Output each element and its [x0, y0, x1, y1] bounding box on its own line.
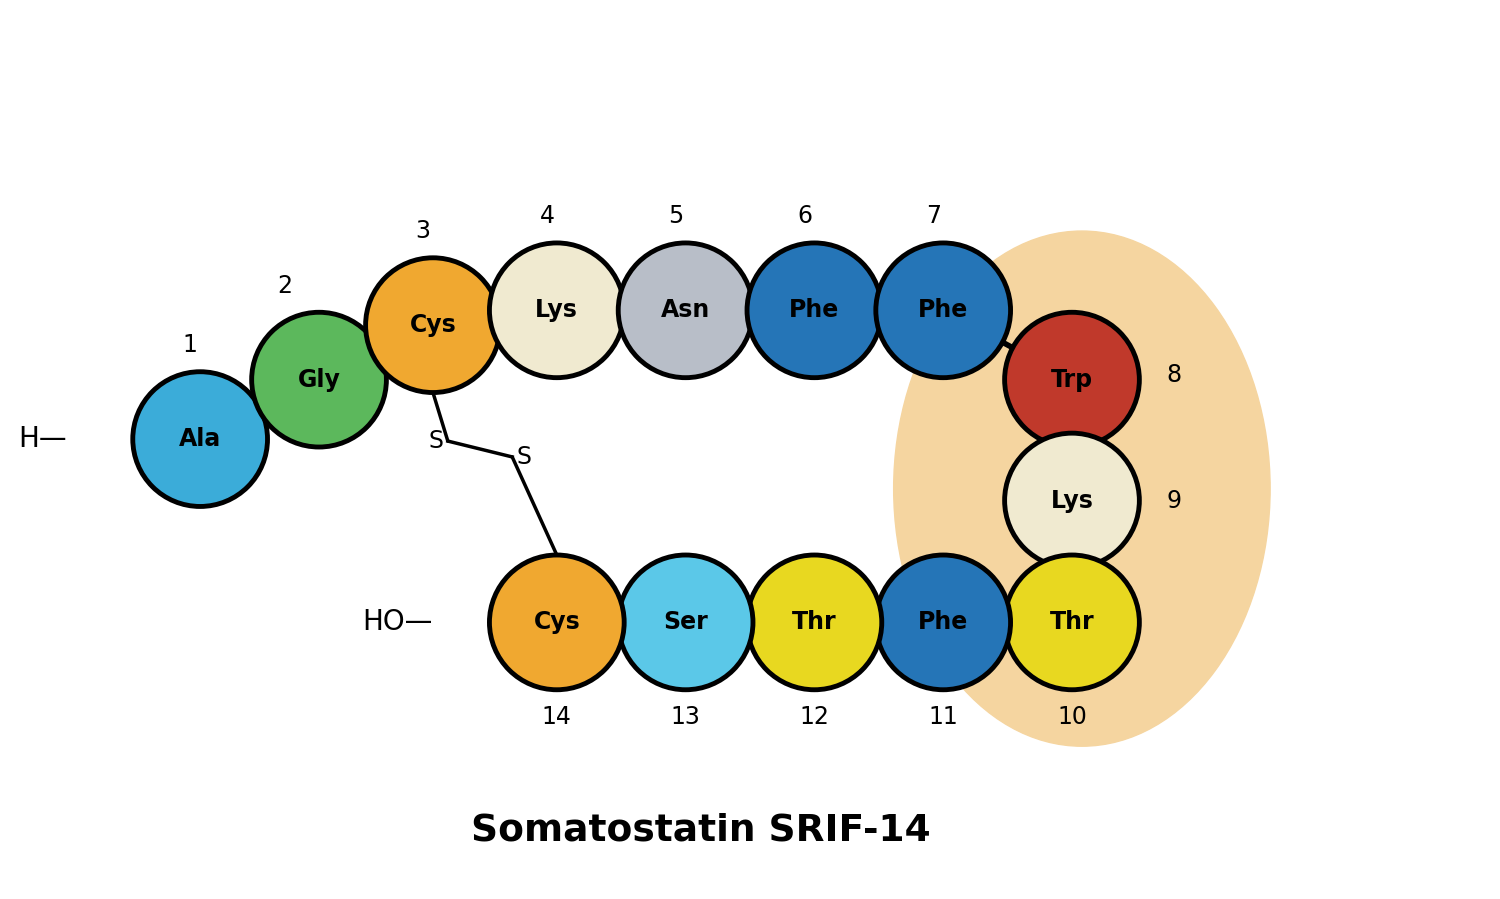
Text: 8: 8 [1166, 362, 1180, 387]
Ellipse shape [618, 555, 753, 690]
Ellipse shape [489, 243, 624, 378]
Ellipse shape [1005, 312, 1140, 447]
Text: Somatostatin SRIF-14: Somatostatin SRIF-14 [471, 813, 930, 849]
Ellipse shape [489, 555, 624, 690]
Text: Trp: Trp [1052, 368, 1094, 392]
Text: Ala: Ala [178, 427, 222, 451]
Ellipse shape [366, 258, 501, 393]
Ellipse shape [876, 243, 1011, 378]
Text: Cys: Cys [410, 313, 456, 337]
Text: Lys: Lys [1050, 488, 1094, 512]
Text: 4: 4 [540, 204, 555, 228]
Text: 5: 5 [668, 204, 684, 228]
Text: Cys: Cys [534, 610, 580, 635]
Text: 10: 10 [1058, 705, 1088, 728]
Text: 2: 2 [278, 273, 292, 298]
Text: 3: 3 [416, 219, 430, 243]
Text: 1: 1 [183, 333, 198, 357]
Text: 7: 7 [926, 204, 940, 228]
Text: Asn: Asn [662, 298, 710, 323]
Text: Lys: Lys [536, 298, 578, 323]
Ellipse shape [1005, 433, 1140, 568]
Text: S: S [516, 445, 531, 469]
Text: 12: 12 [800, 705, 830, 728]
Text: 6: 6 [796, 204, 812, 228]
Text: Gly: Gly [297, 368, 340, 392]
Ellipse shape [876, 555, 1011, 690]
Text: 13: 13 [670, 705, 700, 728]
Text: S: S [429, 429, 444, 453]
Text: Phe: Phe [918, 298, 969, 323]
Text: 14: 14 [542, 705, 572, 728]
Text: Phe: Phe [918, 610, 969, 635]
Ellipse shape [252, 312, 387, 447]
Text: Ser: Ser [663, 610, 708, 635]
Text: Phe: Phe [789, 298, 840, 323]
Ellipse shape [747, 555, 882, 690]
Text: HO—: HO— [363, 609, 434, 636]
Ellipse shape [747, 243, 882, 378]
Text: Thr: Thr [792, 610, 837, 635]
Text: Thr: Thr [1050, 610, 1095, 635]
Ellipse shape [1005, 555, 1140, 690]
Text: H—: H— [18, 425, 66, 453]
Ellipse shape [894, 231, 1270, 746]
Ellipse shape [134, 371, 267, 506]
Ellipse shape [618, 243, 753, 378]
Text: 11: 11 [928, 705, 958, 728]
Text: 9: 9 [1166, 488, 1180, 512]
